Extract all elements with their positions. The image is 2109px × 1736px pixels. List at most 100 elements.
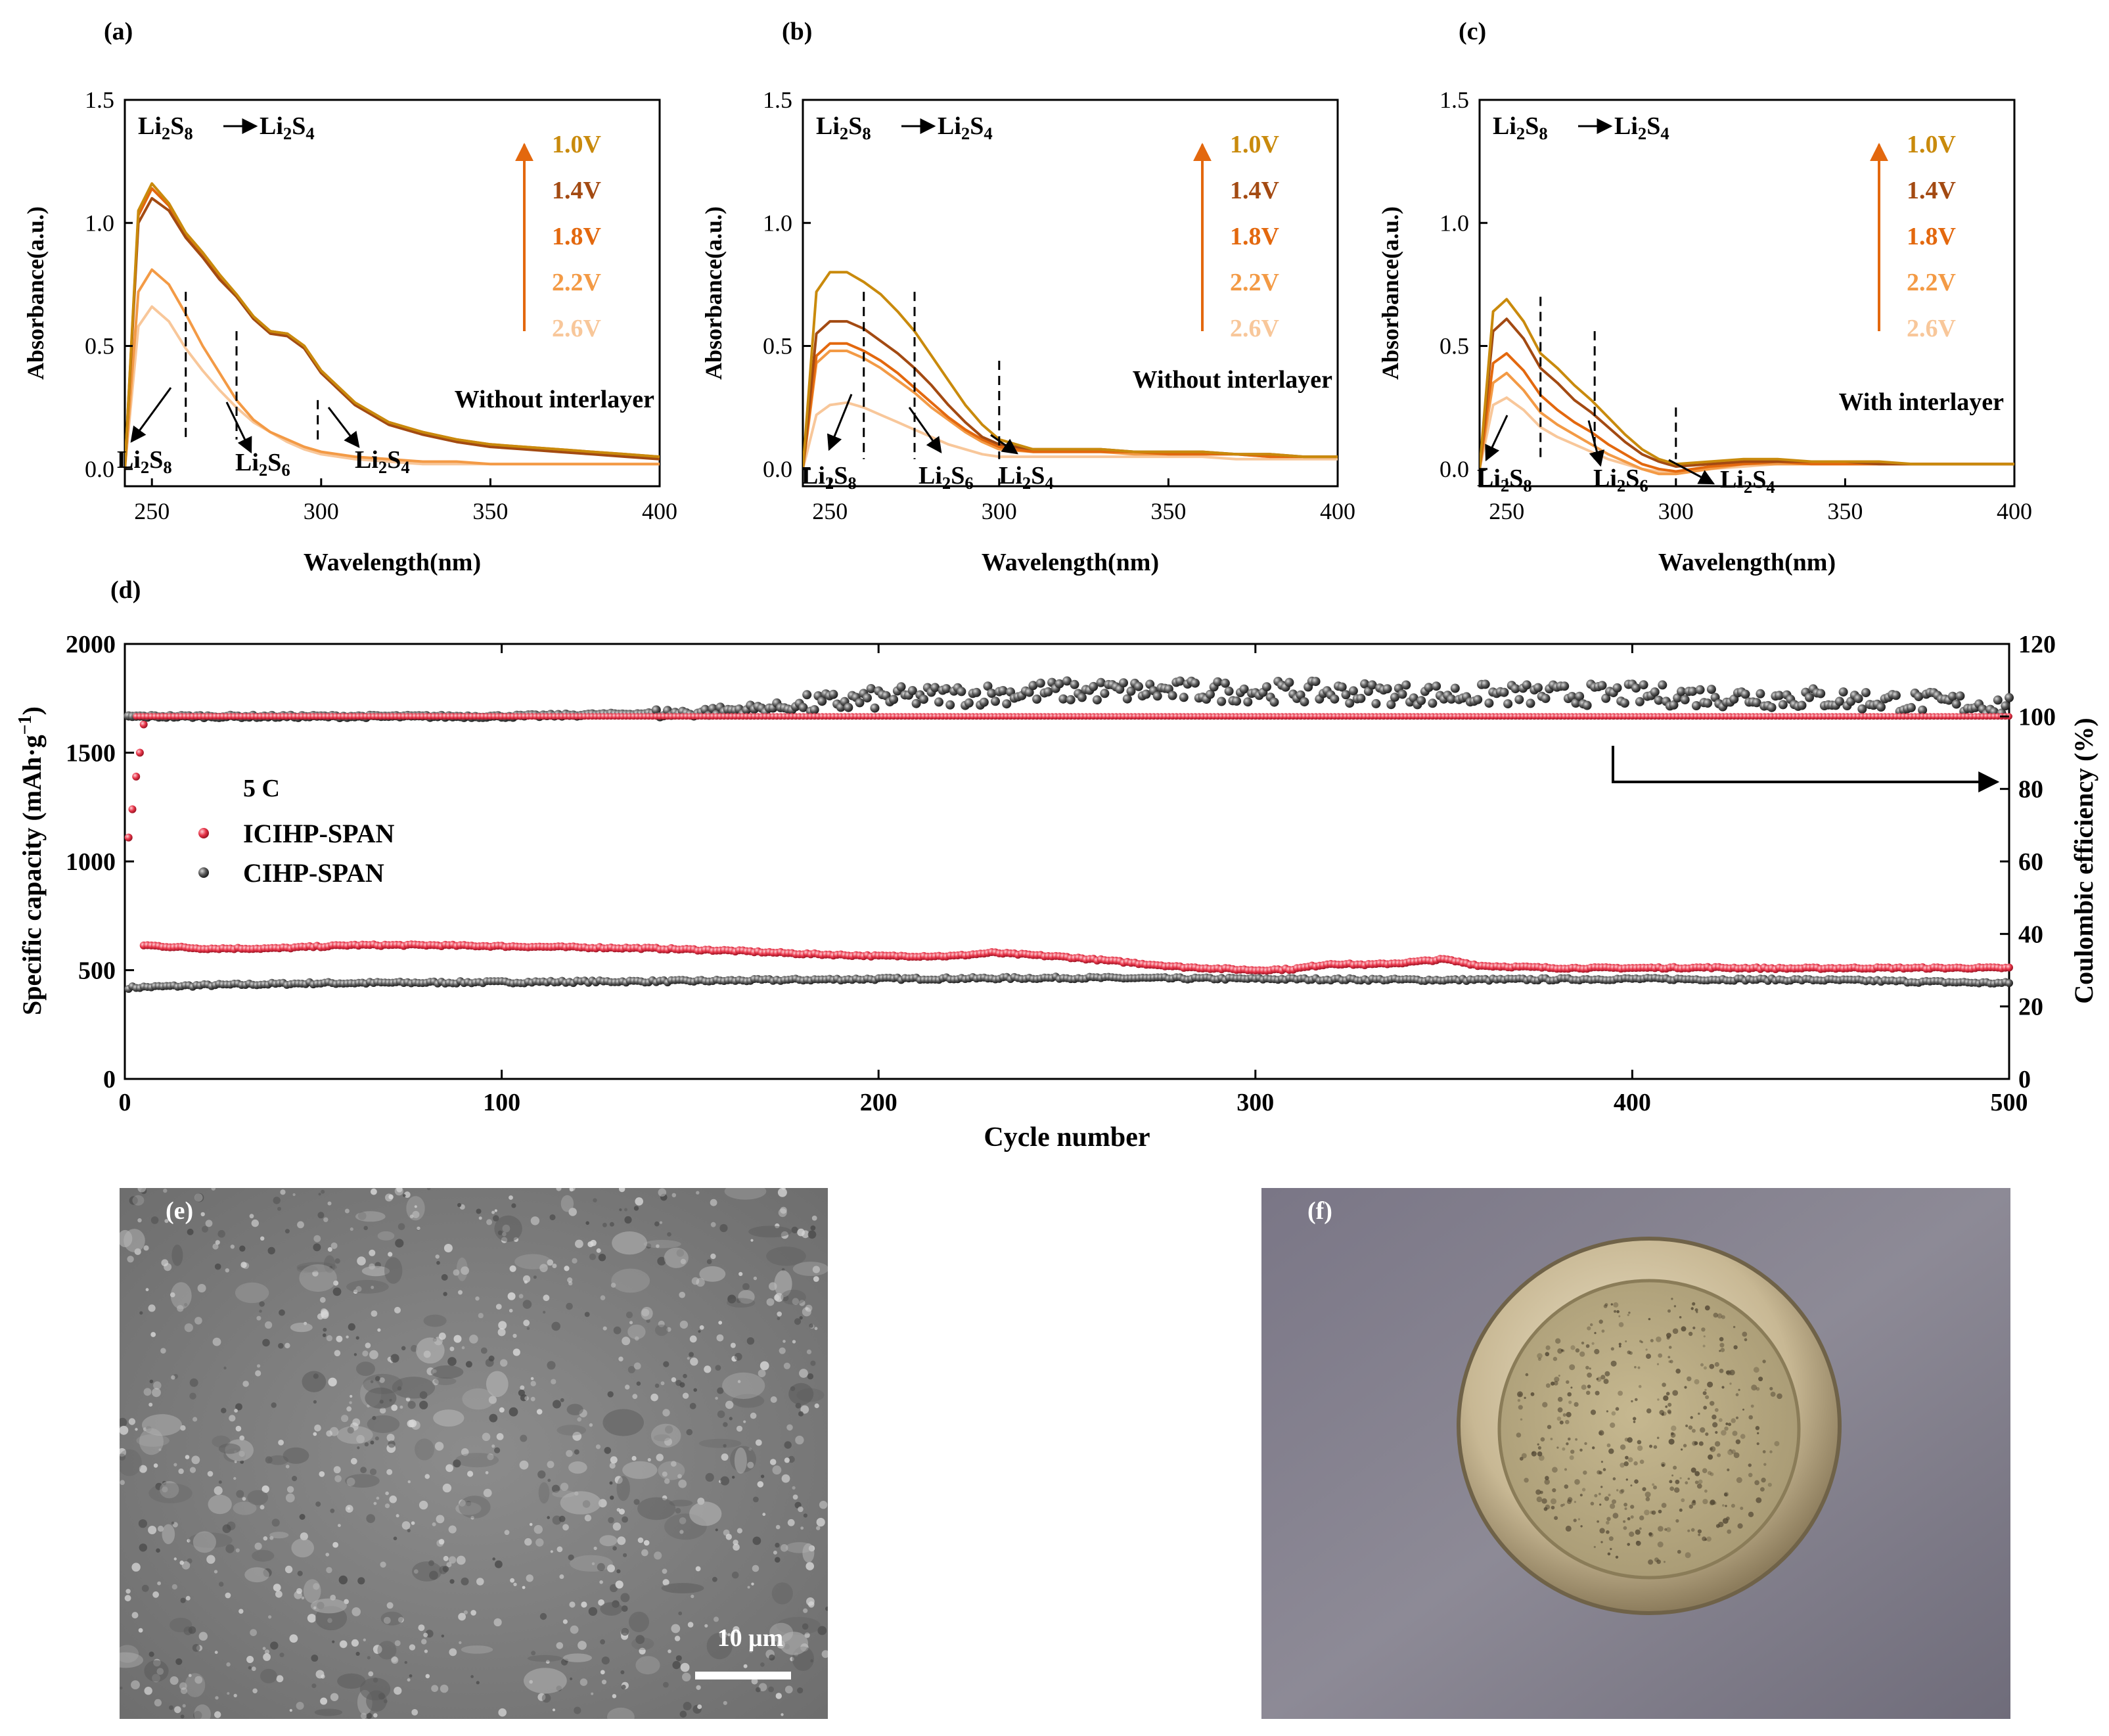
coin-speckle bbox=[1557, 1396, 1563, 1402]
sem-particle bbox=[687, 1357, 690, 1360]
sem-grain bbox=[363, 1373, 403, 1394]
sem-particle bbox=[360, 1467, 367, 1474]
sem-particle bbox=[662, 1579, 669, 1586]
sem-particle bbox=[699, 1325, 704, 1330]
coin-speckle bbox=[1755, 1426, 1760, 1430]
sem-particle bbox=[691, 1277, 700, 1285]
coin-speckle bbox=[1520, 1418, 1523, 1421]
sem-particle bbox=[120, 1448, 127, 1457]
sem-particle bbox=[197, 1284, 206, 1292]
panel-b-species-label-1-part-0: Li bbox=[918, 462, 942, 490]
sem-particle bbox=[601, 1656, 610, 1665]
sem-grain bbox=[365, 1387, 397, 1409]
panel-b-species: Li2S8 Li2S6 Li2S4 bbox=[802, 394, 1054, 493]
sem-particle bbox=[487, 1453, 494, 1461]
coin-speckle bbox=[1602, 1468, 1606, 1471]
sem-grain bbox=[781, 1289, 806, 1305]
panel-c-species-label-0-part-2: S bbox=[1509, 465, 1523, 492]
panel-a-frame bbox=[124, 99, 661, 488]
panel-d-plot-area bbox=[124, 676, 2014, 993]
sem-particle bbox=[263, 1653, 271, 1661]
coin-speckle bbox=[1750, 1404, 1754, 1408]
panel-a: (a) 250 300 350 400 0.00.51.01.5 Wavelength… bbox=[22, 18, 677, 576]
sem-particle bbox=[235, 1548, 240, 1553]
sem-particle bbox=[780, 1206, 787, 1214]
sem-particle bbox=[233, 1476, 237, 1480]
coin-speckle bbox=[1531, 1451, 1534, 1454]
sem-particle bbox=[385, 1193, 393, 1202]
sem-particle bbox=[230, 1245, 235, 1249]
panel-a-xticks: 250 300 350 400 bbox=[134, 478, 677, 524]
panel-b-reaction-to-part-0: Li bbox=[938, 112, 961, 140]
coin-speckle bbox=[1623, 1461, 1629, 1467]
coin-speckle bbox=[1630, 1484, 1633, 1487]
coin-speckle bbox=[1618, 1315, 1621, 1317]
sem-image-texture bbox=[120, 1188, 828, 1719]
sem-particle bbox=[629, 1321, 633, 1325]
sem-particle bbox=[782, 1340, 786, 1343]
sem-grain bbox=[244, 1567, 269, 1583]
sem-particle bbox=[179, 1561, 185, 1565]
sem-particle bbox=[476, 1681, 480, 1685]
panel-b-species-arrow-2 bbox=[990, 434, 1018, 455]
coin-speckle bbox=[1542, 1402, 1548, 1407]
sem-particle bbox=[654, 1383, 660, 1388]
coin-speckle bbox=[1557, 1407, 1563, 1413]
sem-particle bbox=[559, 1574, 564, 1579]
sem-particle bbox=[467, 1471, 474, 1477]
sem-particle bbox=[660, 1381, 665, 1386]
sem-particle bbox=[676, 1249, 685, 1257]
sem-particle bbox=[191, 1455, 200, 1465]
sem-particle bbox=[743, 1664, 748, 1668]
sem-particle bbox=[578, 1641, 587, 1650]
coin-speckle bbox=[1569, 1455, 1574, 1460]
coin-speckle bbox=[1687, 1376, 1692, 1382]
cihp-ce-point bbox=[1805, 693, 1814, 702]
sem-particle bbox=[185, 1595, 191, 1601]
sem-particle bbox=[219, 1582, 224, 1587]
panel-b-yticks: 0.00.51.01.5 bbox=[763, 87, 811, 482]
sem-particle bbox=[120, 1425, 129, 1435]
sem-particle bbox=[419, 1500, 428, 1510]
sem-particle bbox=[141, 1188, 147, 1195]
sem-grain bbox=[434, 1377, 457, 1385]
coin-speckle bbox=[1624, 1507, 1627, 1511]
coin-speckle bbox=[1704, 1489, 1708, 1493]
coin-speckle bbox=[1700, 1427, 1706, 1433]
coin-speckle bbox=[1648, 1317, 1651, 1321]
sem-grain bbox=[170, 1618, 193, 1633]
coin-speckle bbox=[1564, 1468, 1567, 1471]
sem-particle bbox=[617, 1536, 626, 1545]
sem-grain bbox=[527, 1655, 562, 1662]
sem-particle bbox=[273, 1197, 281, 1204]
sem-particle bbox=[566, 1450, 573, 1457]
sem-grain bbox=[160, 1481, 179, 1499]
coin-speckle bbox=[1633, 1421, 1636, 1423]
panel-d-ylabel-left: Specific capacity (mAh·g−1) bbox=[15, 706, 47, 1015]
sem-particle bbox=[155, 1482, 163, 1490]
sem-particle bbox=[174, 1706, 181, 1714]
sem-particle bbox=[659, 1221, 663, 1224]
sem-particle bbox=[312, 1270, 319, 1277]
panel-a-xtick-label-250: 250 bbox=[134, 498, 170, 524]
coin-speckle bbox=[1567, 1392, 1572, 1397]
panel-b-xlabel: Wavelength(nm) bbox=[982, 549, 1159, 576]
sem-particle bbox=[635, 1197, 643, 1206]
sem-grain bbox=[635, 1656, 660, 1675]
panel-c-species-label-1-part-2: S bbox=[1625, 465, 1639, 492]
coin-speckle bbox=[1650, 1511, 1654, 1515]
sem-particle bbox=[686, 1428, 693, 1436]
coin-speckle bbox=[1575, 1438, 1578, 1441]
panel-a-reaction-to-part-1: 2 bbox=[283, 124, 292, 143]
sem-particle bbox=[160, 1348, 166, 1354]
coin-speckle bbox=[1575, 1348, 1580, 1353]
sem-particle bbox=[491, 1210, 495, 1214]
sem-particle bbox=[189, 1467, 196, 1473]
cihp-ce-point bbox=[972, 687, 982, 697]
panel-a-species-label-1-part-3: 6 bbox=[281, 460, 290, 480]
coin-speckle bbox=[1562, 1503, 1565, 1506]
sem-particle bbox=[639, 1647, 646, 1655]
sem-particle bbox=[470, 1675, 474, 1678]
coin-speckle bbox=[1566, 1499, 1572, 1504]
